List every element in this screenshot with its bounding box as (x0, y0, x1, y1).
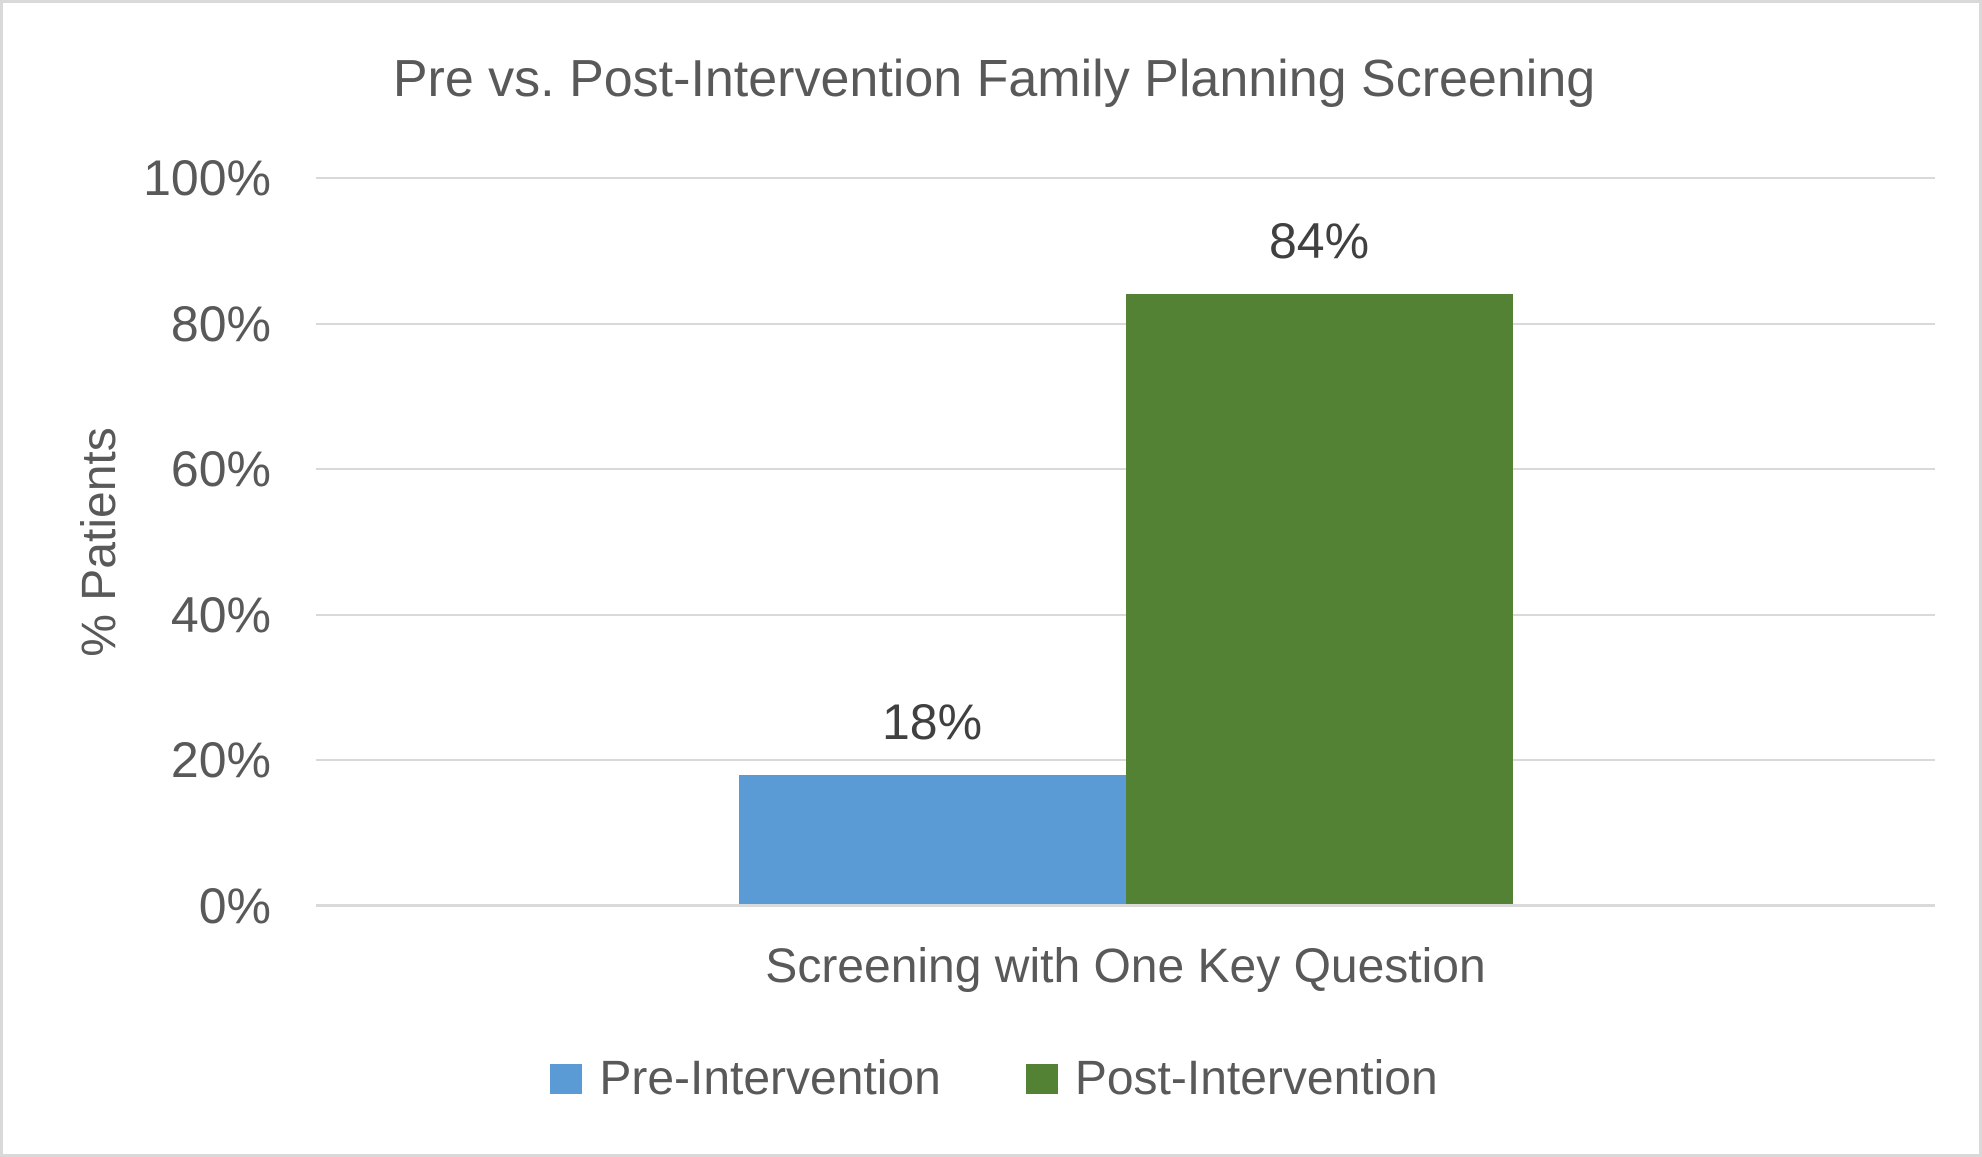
bar-post-intervention (1125, 294, 1513, 906)
y-tick-label-20: 20% (170, 732, 271, 789)
legend-swatch-icon (1025, 1064, 1058, 1094)
x-axis-line (316, 904, 1935, 907)
legend-swatch-icon (550, 1064, 583, 1094)
bar-pre-intervention (738, 774, 1126, 906)
y-tick-label-0: 0% (198, 878, 271, 934)
gridline-100 (316, 177, 1935, 179)
y-tick-label-40: 40% (170, 586, 271, 643)
y-tick-label-60: 60% (170, 441, 271, 498)
y-axis-tick-labels: 0% 20% 40% 60% 80% 100% (3, 3, 271, 1154)
y-tick-label-80: 80% (170, 295, 271, 352)
legend-label: Post-Intervention (1074, 1052, 1438, 1105)
legend-item-post-intervention: Post-Intervention (1025, 1052, 1438, 1105)
legend-item-pre-intervention: Pre-Intervention (550, 1055, 941, 1103)
data-label-pre-intervention: 18% (881, 693, 983, 750)
chart-title: Pre vs. Post-Intervention Family Plannin… (392, 50, 1596, 108)
legend-label: Pre-Intervention (599, 1052, 941, 1105)
x-axis-category-label: Screening with One Key Question (765, 940, 1486, 993)
y-tick-label-100: 100% (143, 150, 271, 206)
legend: Pre-Intervention Post-Intervention (3, 1052, 1979, 1105)
plot-area: 18% 84% (316, 177, 1935, 907)
data-label-post-intervention: 84% (1268, 213, 1370, 270)
